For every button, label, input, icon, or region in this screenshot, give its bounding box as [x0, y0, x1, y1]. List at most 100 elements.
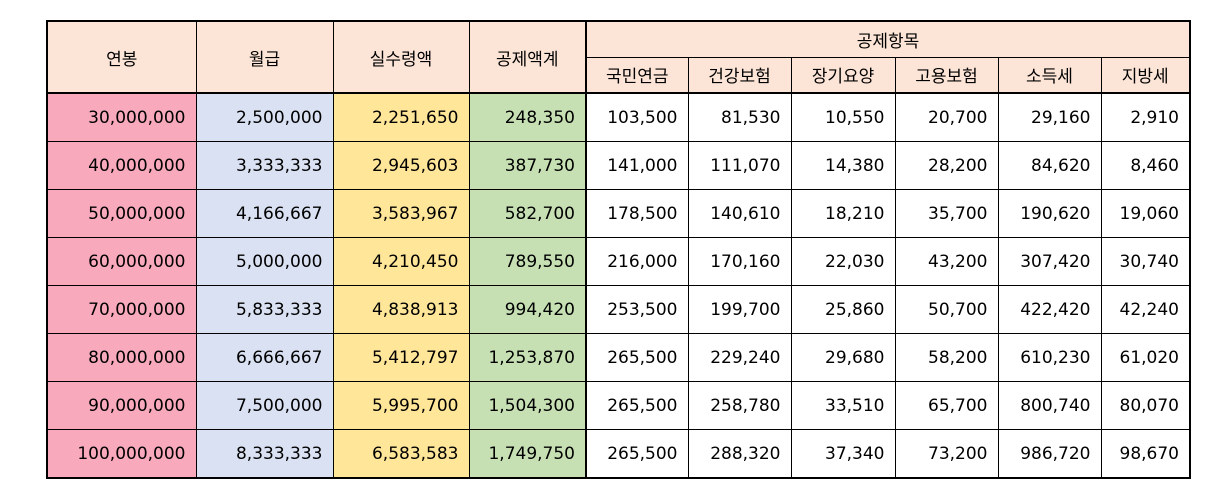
cell-local-tax: 2,910 [1100, 92, 1191, 142]
cell-deduction-total: 387,730 [468, 141, 587, 190]
cell-long-term-care: 29,680 [790, 333, 896, 382]
cell-health-insurance: 81,530 [687, 92, 792, 142]
header-local-tax: 지방세 [1100, 56, 1191, 94]
cell-annual: 30,000,000 [46, 92, 197, 142]
cell-deduction-total: 1,504,300 [468, 381, 587, 430]
cell-health-insurance: 140,610 [687, 189, 792, 238]
table-row: 30,000,000 2,500,000 2,251,650 248,350 103,5… [46, 92, 1191, 142]
cell-monthly: 3,333,333 [195, 141, 334, 190]
cell-deduction-total: 582,700 [468, 189, 587, 238]
header-long-term-care: 장기요양 [790, 56, 896, 94]
cell-employment-insurance: 65,700 [894, 381, 999, 430]
cell-annual: 40,000,000 [46, 141, 197, 190]
cell-employment-insurance: 28,200 [894, 141, 999, 190]
cell-income-tax: 610,230 [997, 333, 1102, 382]
cell-income-tax: 986,720 [997, 429, 1102, 479]
cell-annual: 100,000,000 [46, 429, 197, 479]
cell-deduction-total: 1,253,870 [468, 333, 587, 382]
header-income-tax: 소득세 [997, 56, 1102, 94]
header-employment-insurance: 고용보험 [894, 56, 999, 94]
cell-annual: 50,000,000 [46, 189, 197, 238]
cell-employment-insurance: 50,700 [894, 285, 999, 334]
header-annual: 연봉 [46, 20, 197, 94]
table-body: 30,000,000 2,500,000 2,251,650 248,350 103,5… [46, 92, 1191, 479]
cell-deduction-total: 1,749,750 [468, 429, 587, 479]
cell-employment-insurance: 20,700 [894, 92, 999, 142]
cell-income-tax: 29,160 [997, 92, 1102, 142]
cell-health-insurance: 288,320 [687, 429, 792, 479]
cell-local-tax: 8,460 [1100, 141, 1191, 190]
cell-local-tax: 61,020 [1100, 333, 1191, 382]
cell-national-pension: 103,500 [585, 92, 689, 142]
cell-monthly: 7,500,000 [195, 381, 334, 430]
cell-employment-insurance: 58,200 [894, 333, 999, 382]
cell-net: 2,251,650 [332, 92, 470, 142]
header-deduction-items-group: 공제항목 [585, 20, 1191, 58]
cell-local-tax: 19,060 [1100, 189, 1191, 238]
cell-national-pension: 253,500 [585, 285, 689, 334]
cell-monthly: 8,333,333 [195, 429, 334, 479]
cell-long-term-care: 25,860 [790, 285, 896, 334]
table-row: 90,000,000 7,500,000 5,995,700 1,504,300 265… [46, 381, 1191, 430]
cell-net: 5,995,700 [332, 381, 470, 430]
cell-health-insurance: 111,070 [687, 141, 792, 190]
cell-monthly: 2,500,000 [195, 92, 334, 142]
cell-national-pension: 265,500 [585, 429, 689, 479]
cell-monthly: 6,666,667 [195, 333, 334, 382]
cell-national-pension: 265,500 [585, 333, 689, 382]
cell-monthly: 4,166,667 [195, 189, 334, 238]
cell-health-insurance: 199,700 [687, 285, 792, 334]
cell-long-term-care: 33,510 [790, 381, 896, 430]
cell-local-tax: 30,740 [1100, 237, 1191, 286]
cell-health-insurance: 229,240 [687, 333, 792, 382]
table-row: 40,000,000 3,333,333 2,945,603 387,730 141,0… [46, 141, 1191, 190]
cell-income-tax: 800,740 [997, 381, 1102, 430]
cell-employment-insurance: 73,200 [894, 429, 999, 479]
table-row: 80,000,000 6,666,667 5,412,797 1,253,870 265… [46, 333, 1191, 382]
header-health-insurance: 건강보험 [687, 56, 792, 94]
cell-annual: 80,000,000 [46, 333, 197, 382]
header-net: 실수령액 [332, 20, 470, 94]
cell-monthly: 5,833,333 [195, 285, 334, 334]
cell-deduction-total: 994,420 [468, 285, 587, 334]
cell-long-term-care: 14,380 [790, 141, 896, 190]
salary-deduction-table: 연봉 월급 실수령액 공제액계 공제항목 국민연금 건강보험 장기요양 고용보험 소득세… [46, 20, 1191, 479]
cell-net: 2,945,603 [332, 141, 470, 190]
table-row: 70,000,000 5,833,333 4,838,913 994,420 253,5… [46, 285, 1191, 334]
cell-income-tax: 84,620 [997, 141, 1102, 190]
cell-national-pension: 178,500 [585, 189, 689, 238]
cell-long-term-care: 22,030 [790, 237, 896, 286]
cell-long-term-care: 37,340 [790, 429, 896, 479]
cell-net: 4,210,450 [332, 237, 470, 286]
cell-employment-insurance: 35,700 [894, 189, 999, 238]
cell-income-tax: 422,420 [997, 285, 1102, 334]
cell-long-term-care: 10,550 [790, 92, 896, 142]
cell-local-tax: 80,070 [1100, 381, 1191, 430]
cell-net: 5,412,797 [332, 333, 470, 382]
cell-income-tax: 307,420 [997, 237, 1102, 286]
cell-income-tax: 190,620 [997, 189, 1102, 238]
cell-deduction-total: 248,350 [468, 92, 587, 142]
cell-local-tax: 42,240 [1100, 285, 1191, 334]
header-monthly: 월급 [195, 20, 334, 94]
cell-annual: 90,000,000 [46, 381, 197, 430]
cell-deduction-total: 789,550 [468, 237, 587, 286]
table-row: 50,000,000 4,166,667 3,583,967 582,700 178,5… [46, 189, 1191, 238]
table-row: 100,000,000 8,333,333 6,583,583 1,749,750 26… [46, 429, 1191, 479]
cell-net: 4,838,913 [332, 285, 470, 334]
cell-local-tax: 98,670 [1100, 429, 1191, 479]
cell-employment-insurance: 43,200 [894, 237, 999, 286]
cell-monthly: 5,000,000 [195, 237, 334, 286]
cell-national-pension: 265,500 [585, 381, 689, 430]
table-header: 연봉 월급 실수령액 공제액계 공제항목 국민연금 건강보험 장기요양 고용보험 소득세… [46, 20, 1191, 94]
header-national-pension: 국민연금 [585, 56, 689, 94]
cell-net: 6,583,583 [332, 429, 470, 479]
cell-long-term-care: 18,210 [790, 189, 896, 238]
header-deduction-total: 공제액계 [468, 20, 587, 94]
cell-health-insurance: 258,780 [687, 381, 792, 430]
table-row: 60,000,000 5,000,000 4,210,450 789,550 216,0… [46, 237, 1191, 286]
cell-national-pension: 141,000 [585, 141, 689, 190]
cell-net: 3,583,967 [332, 189, 470, 238]
cell-annual: 60,000,000 [46, 237, 197, 286]
cell-national-pension: 216,000 [585, 237, 689, 286]
